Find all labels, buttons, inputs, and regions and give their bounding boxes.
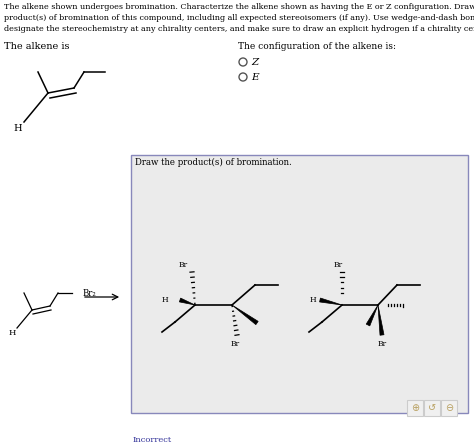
Polygon shape xyxy=(232,305,258,325)
Text: ⊕: ⊕ xyxy=(411,403,419,413)
Text: designate the stereochemistry at any chirality centers, and make sure to draw an: designate the stereochemistry at any chi… xyxy=(4,25,474,33)
Polygon shape xyxy=(378,305,384,335)
Text: H: H xyxy=(161,296,168,304)
Text: Br: Br xyxy=(333,261,343,269)
Text: H: H xyxy=(14,124,22,133)
Text: E: E xyxy=(251,73,259,82)
FancyBboxPatch shape xyxy=(131,155,468,413)
Text: ⊖: ⊖ xyxy=(445,403,453,413)
Text: The alkene shown undergoes bromination. Characterize the alkene shown as having : The alkene shown undergoes bromination. … xyxy=(4,3,474,11)
Text: Br: Br xyxy=(377,340,387,348)
Text: ↺: ↺ xyxy=(428,403,436,413)
Text: H: H xyxy=(9,329,16,337)
Polygon shape xyxy=(179,298,195,305)
Text: Incorrect: Incorrect xyxy=(133,436,172,444)
Text: Br₂: Br₂ xyxy=(83,289,97,297)
FancyBboxPatch shape xyxy=(424,400,440,416)
Text: product(s) of bromination of this compound, including all expected stereoisomers: product(s) of bromination of this compou… xyxy=(4,14,474,22)
Text: H: H xyxy=(310,296,316,304)
FancyBboxPatch shape xyxy=(407,400,423,416)
Polygon shape xyxy=(366,305,378,326)
Text: The configuration of the alkene is:: The configuration of the alkene is: xyxy=(238,42,396,51)
Text: The alkene is: The alkene is xyxy=(4,42,70,51)
Text: Draw the product(s) of bromination.: Draw the product(s) of bromination. xyxy=(135,158,292,167)
FancyBboxPatch shape xyxy=(441,400,457,416)
Text: Br: Br xyxy=(178,261,188,269)
Text: Br: Br xyxy=(230,340,239,348)
Polygon shape xyxy=(319,298,342,305)
Text: Z: Z xyxy=(251,57,258,66)
